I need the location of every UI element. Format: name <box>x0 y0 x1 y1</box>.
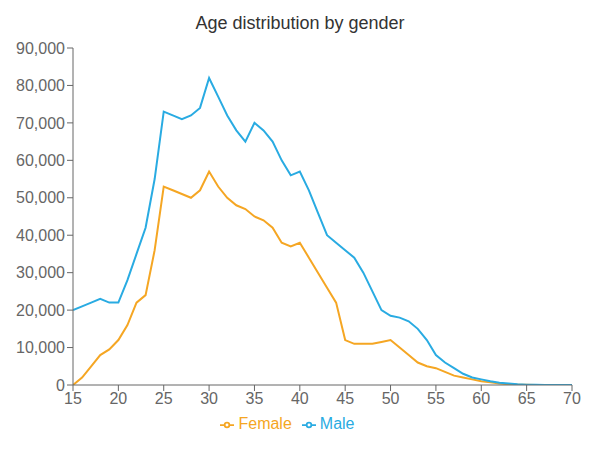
svg-text:60,000: 60,000 <box>16 152 65 169</box>
svg-text:40,000: 40,000 <box>16 227 65 244</box>
html-text:Age distribution by gender: Age distribution by gender <box>195 13 405 33</box>
svg-text:30,000: 30,000 <box>16 264 65 281</box>
svg-text:25: 25 <box>155 390 173 407</box>
svg-text:45: 45 <box>336 390 354 407</box>
svg-text:55: 55 <box>427 390 445 407</box>
svg-text:70: 70 <box>563 390 581 407</box>
svg-text:50: 50 <box>382 390 400 407</box>
svg-text:0: 0 <box>56 377 65 394</box>
svg-text:60: 60 <box>472 390 490 407</box>
html-text:Male: Male <box>319 415 355 432</box>
svg-text:70,000: 70,000 <box>16 115 65 132</box>
svg-text:50,000: 50,000 <box>16 189 65 206</box>
svg-text:80,000: 80,000 <box>16 77 65 94</box>
svg-text:35: 35 <box>246 390 264 407</box>
svg-text:20: 20 <box>109 390 127 407</box>
svg-text:15: 15 <box>64 390 82 407</box>
svg-text:65: 65 <box>518 390 536 407</box>
svg-text:10,000: 10,000 <box>16 339 65 356</box>
svg-text:30: 30 <box>200 390 218 407</box>
svg-text:20,000: 20,000 <box>16 302 65 319</box>
html-text:Female: Female <box>238 415 292 432</box>
svg-text:90,000: 90,000 <box>16 40 65 57</box>
svg-text:40: 40 <box>291 390 309 407</box>
